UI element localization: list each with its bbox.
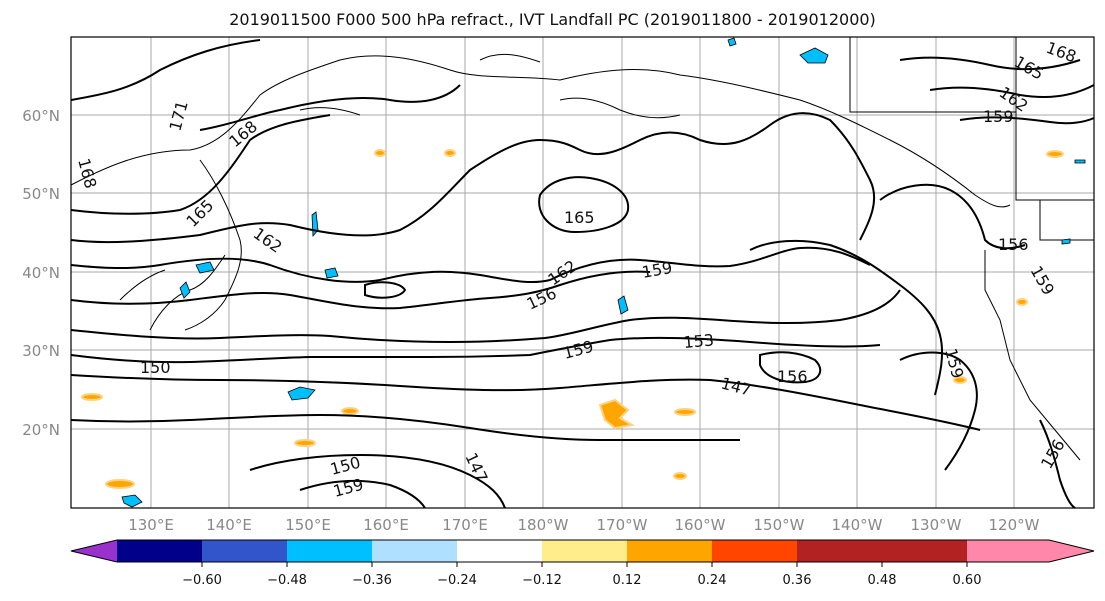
colorbar-tick-label: 0.48 xyxy=(868,573,897,588)
coastlines xyxy=(70,37,1094,461)
colorbar-tick-label: 0.12 xyxy=(613,573,642,588)
colorbar-segment xyxy=(542,540,627,562)
colorbar: −0.60 −0.48 −0.36 −0.24 −0.12 0.12 0.24 … xyxy=(70,539,1095,588)
contour-label: 156 xyxy=(777,367,808,386)
colorbar-tick-label: −0.24 xyxy=(437,573,477,588)
contour-label: 150 xyxy=(140,358,171,377)
colorbar-tick-label: −0.60 xyxy=(182,573,222,588)
longitude-labels: 130°E 140°E 150°E 160°E 170°E 180°W 170°… xyxy=(128,516,1039,534)
lon-label: 150°W xyxy=(754,516,805,534)
map-frame xyxy=(70,36,1095,509)
lon-label: 140°W xyxy=(832,516,883,534)
lon-label: 130°W xyxy=(911,516,962,534)
contour-label: 156 xyxy=(998,235,1029,254)
colorbar-segment xyxy=(117,540,202,562)
positive-anomaly-fills xyxy=(81,149,1064,489)
colorbar-tick-labels: −0.60 −0.48 −0.36 −0.24 −0.12 0.12 0.24 … xyxy=(182,573,981,588)
lon-label: 180°W xyxy=(518,516,569,534)
map-title: 2019011500 F000 500 hPa refract., IVT La… xyxy=(229,10,876,29)
lon-label: 130°E xyxy=(128,516,174,534)
colorbar-segment xyxy=(372,540,457,562)
colorbar-extend-max xyxy=(967,540,1094,562)
negative-anomaly-fills xyxy=(121,37,1086,508)
colorbar-tick-label: −0.48 xyxy=(267,573,307,588)
colorbar-segment xyxy=(797,540,882,562)
colorbar-segment xyxy=(287,540,372,562)
lon-label: 140°E xyxy=(206,516,252,534)
colorbar-tick-label: −0.36 xyxy=(352,573,392,588)
colorbar-tick-label: 0.60 xyxy=(953,573,982,588)
refractivity-contours xyxy=(70,39,1095,509)
lon-label: 120°W xyxy=(989,516,1040,534)
lat-label: 20°N xyxy=(22,421,60,439)
colorbar-segment xyxy=(627,540,712,562)
lat-label: 40°N xyxy=(22,264,60,282)
colorbar-segment xyxy=(882,540,967,562)
contour-label: 153 xyxy=(683,330,715,352)
colorbar-ticks xyxy=(201,562,968,567)
colorbar-extend-min xyxy=(71,540,117,562)
lon-label: 160°E xyxy=(363,516,409,534)
contour-label: 165 xyxy=(564,208,595,227)
colorbar-segment xyxy=(712,540,797,562)
lat-label: 30°N xyxy=(22,342,60,360)
colorbar-tick-label: 0.36 xyxy=(783,573,812,588)
lon-label: 160°W xyxy=(675,516,726,534)
colorbar-tick-label: 0.24 xyxy=(698,573,727,588)
lon-label: 170°E xyxy=(442,516,488,534)
lon-label: 170°W xyxy=(597,516,648,534)
latitude-labels: 60°N 50°N 40°N 30°N 20°N xyxy=(22,107,60,439)
lat-label: 60°N xyxy=(22,107,60,125)
lon-label: 150°E xyxy=(285,516,331,534)
colorbar-segment xyxy=(457,540,542,562)
colorbar-segment xyxy=(202,540,287,562)
colorbar-outline xyxy=(70,539,1095,563)
lat-label: 50°N xyxy=(22,185,60,203)
contour-label: 159 xyxy=(983,107,1014,126)
colorbar-tick-label: −0.12 xyxy=(522,573,562,588)
